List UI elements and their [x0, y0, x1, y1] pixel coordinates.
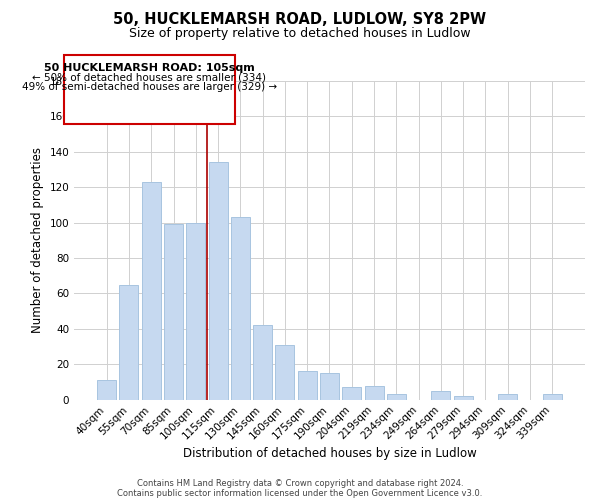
Bar — [431, 391, 451, 400]
Bar — [209, 162, 227, 400]
Bar — [231, 217, 250, 400]
Bar — [298, 372, 317, 400]
Text: 49% of semi-detached houses are larger (329) →: 49% of semi-detached houses are larger (… — [22, 82, 277, 92]
Text: Contains HM Land Registry data © Crown copyright and database right 2024.: Contains HM Land Registry data © Crown c… — [137, 478, 463, 488]
Bar — [275, 345, 295, 400]
Bar — [387, 394, 406, 400]
Bar — [187, 222, 205, 400]
X-axis label: Distribution of detached houses by size in Ludlow: Distribution of detached houses by size … — [182, 447, 476, 460]
FancyBboxPatch shape — [64, 56, 235, 124]
Bar — [142, 182, 161, 400]
Bar — [342, 388, 361, 400]
Bar — [498, 394, 517, 400]
Text: 50 HUCKLEMARSH ROAD: 105sqm: 50 HUCKLEMARSH ROAD: 105sqm — [44, 64, 255, 74]
Bar — [320, 373, 339, 400]
Bar — [253, 326, 272, 400]
Y-axis label: Number of detached properties: Number of detached properties — [31, 148, 44, 334]
Bar — [454, 396, 473, 400]
Bar — [365, 386, 383, 400]
Bar — [97, 380, 116, 400]
Text: Contains public sector information licensed under the Open Government Licence v3: Contains public sector information licen… — [118, 488, 482, 498]
Bar — [543, 394, 562, 400]
Bar — [164, 224, 183, 400]
Text: Size of property relative to detached houses in Ludlow: Size of property relative to detached ho… — [129, 28, 471, 40]
Bar — [119, 284, 139, 400]
Text: ← 50% of detached houses are smaller (334): ← 50% of detached houses are smaller (33… — [32, 73, 266, 83]
Text: 50, HUCKLEMARSH ROAD, LUDLOW, SY8 2PW: 50, HUCKLEMARSH ROAD, LUDLOW, SY8 2PW — [113, 12, 487, 28]
